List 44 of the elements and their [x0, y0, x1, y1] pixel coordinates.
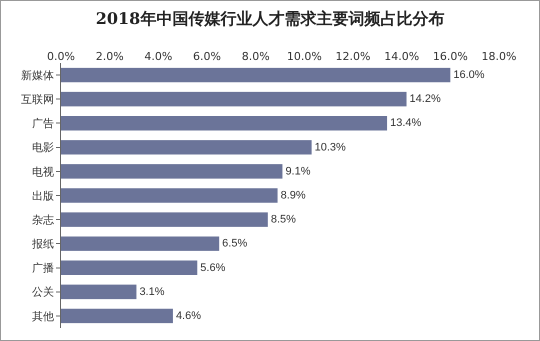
data-label: 13.4% — [390, 117, 422, 130]
bar — [61, 140, 312, 155]
data-label: 9.1% — [285, 165, 311, 178]
bar — [61, 164, 282, 179]
y-tick-label: 广告 — [32, 117, 54, 130]
y-tick-label: 电视 — [32, 165, 54, 178]
y-tick-label: 电影 — [32, 141, 54, 154]
data-label: 6.5% — [222, 238, 248, 250]
x-tick-label: 8.0% — [242, 50, 270, 63]
y-tick-label: 报纸 — [30, 238, 54, 251]
y-tick-label: 杂志 — [32, 213, 54, 226]
y-tick-label: 出版 — [32, 189, 54, 202]
bar — [61, 68, 450, 82]
x-tick-label: 2.0% — [96, 50, 124, 63]
bar — [61, 188, 278, 203]
bar — [61, 92, 407, 106]
y-tick-label: 新媒体 — [20, 68, 54, 82]
data-label: 5.6% — [200, 262, 226, 274]
chart-title: 2018年中国传媒行业人才需求主要词频占比分布 — [96, 9, 444, 28]
bar — [61, 116, 388, 130]
x-tick-label: 12.0% — [336, 50, 370, 63]
y-tick-label: 公关 — [32, 286, 54, 299]
bar — [61, 284, 136, 300]
data-label: 10.3% — [314, 141, 346, 154]
data-label: 3.1% — [139, 286, 165, 298]
bar — [61, 212, 268, 227]
bar — [61, 308, 173, 324]
data-label: 8.9% — [280, 190, 306, 202]
y-tick-label: 互联网 — [20, 92, 54, 106]
data-label: 4.6% — [176, 310, 202, 322]
x-tick-label: 4.0% — [144, 50, 172, 63]
bar — [61, 260, 198, 275]
y-tick-label: 其他 — [32, 310, 54, 323]
data-label: 8.5% — [270, 214, 296, 226]
x-tick-label: 16.0% — [432, 50, 468, 63]
y-tick-label: 广播 — [32, 262, 54, 275]
x-tick-label: 18.0% — [482, 50, 516, 63]
x-tick-label: 0.0% — [47, 50, 75, 63]
x-tick-label: 6.0% — [193, 50, 221, 63]
data-label: 16.0% — [453, 69, 485, 82]
x-tick-label: 14.0% — [384, 50, 420, 63]
data-label: 14.2% — [410, 93, 441, 106]
x-tick-label: 10.0% — [286, 50, 322, 63]
bar — [61, 236, 220, 251]
